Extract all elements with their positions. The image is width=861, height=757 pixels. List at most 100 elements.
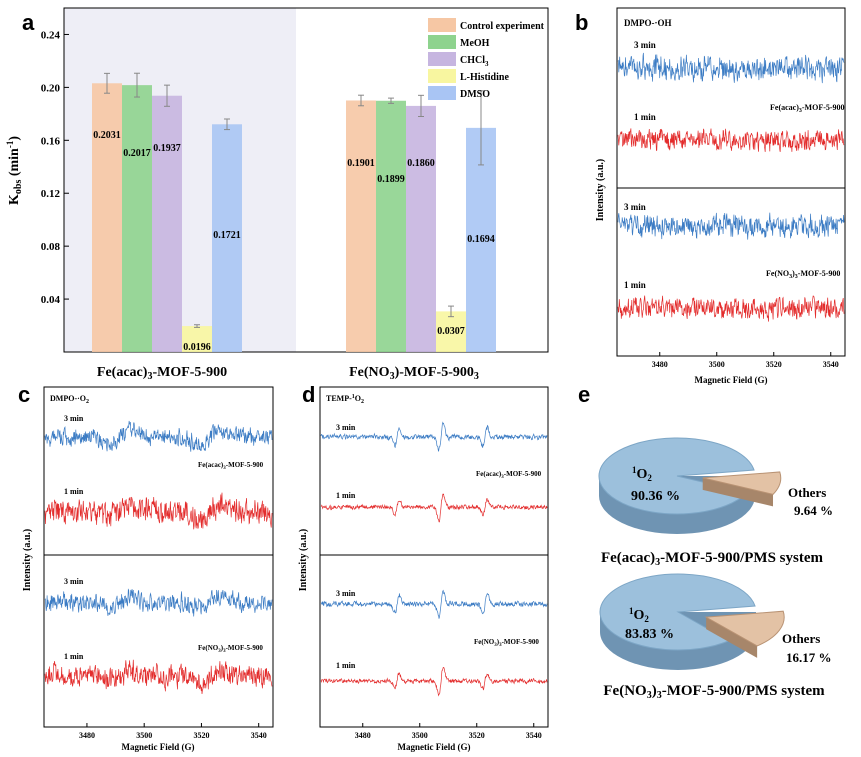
bar-value-label: 0.1694: [467, 234, 495, 245]
legend-swatch: [428, 52, 456, 66]
bar: [212, 124, 242, 352]
panel-e-pie-charts: e 1O2 90.36 % Others 9.64 % 1O2 83.83 % Others…: [578, 382, 833, 701]
epr-trace: [44, 588, 273, 617]
x-tick-label: 3480: [355, 731, 371, 740]
pie-slice-others-side: [706, 617, 758, 658]
pie-o2-value: 83.83 %: [625, 627, 674, 642]
c-trace-1min-a: 1 min: [64, 487, 84, 496]
epr-trace: [617, 295, 845, 322]
d-trace-1min-a: 1 min: [336, 491, 356, 500]
pie-others-value: 16.17 %: [786, 650, 832, 665]
b-trace-label-3min: 3 min: [634, 40, 656, 50]
y-tick-label: 0.08: [41, 241, 61, 253]
panel-e-letter: e: [578, 382, 590, 407]
pie-others-label: Others: [782, 631, 820, 646]
epr-trace: [617, 212, 845, 240]
b-frame-bottom: [616, 187, 846, 357]
legend-swatch: [428, 86, 456, 100]
panel-d-letter: d: [302, 382, 315, 407]
b-frame-top: [616, 7, 846, 189]
c-frame-top: [43, 386, 274, 556]
bar: [92, 83, 122, 352]
epr-trace: [44, 492, 273, 530]
c-sample-1: Fe(acac)3-MOF-5-900: [198, 461, 264, 471]
d-sample-2: Fe(NO3)3-MOF-5-900: [474, 638, 539, 648]
x-tick-label: 3540: [251, 731, 267, 740]
c-x-ticks: 3480 3500 3520 3540: [79, 723, 267, 740]
legend: Control experiment MeOH CHCl3 L-Histidine DM…: [428, 18, 545, 100]
epr-trace: [44, 659, 273, 695]
legend-swatch: [428, 18, 456, 32]
panel-b-epr: b DMPO-·OH 3 min 1 min Fe(acac)3-MOF-5-9…: [575, 7, 846, 385]
panel-c-epr: c DMPO-·O2 3 min 1 min Fe(acac)3-MOF-5-9…: [18, 382, 274, 752]
epr-trace: [320, 589, 548, 619]
bar: [436, 311, 466, 352]
x-category-label-1: Fe(acac)3-MOF-5-900: [97, 365, 227, 382]
x-tick-label: 3520: [766, 360, 782, 369]
c-y-axis-label: Intensity (a.u.): [22, 529, 33, 592]
bar-value-label: 0.1721: [213, 230, 241, 241]
bar-value-label: 0.0196: [183, 342, 211, 353]
y-axis-label: Kobs (min-1): [5, 136, 24, 205]
pie-slice-main: [598, 437, 755, 515]
y-tick-label: 0.12: [41, 188, 61, 200]
bar-value-label: 0.2031: [93, 130, 121, 141]
c-trace-3min-a: 3 min: [64, 414, 84, 423]
bar: [182, 326, 212, 352]
b-title: DMPO-·OH: [624, 18, 672, 28]
c-trace-3min-b: 3 min: [64, 577, 84, 586]
epr-trace: [617, 52, 845, 84]
legend-label: Control experiment: [460, 21, 545, 32]
panel-d-epr: d TEMP-1O2 3 min 1 min Fe(acac)3-MOF-5-9…: [298, 382, 549, 752]
bar-value-label: 0.0307: [437, 326, 465, 337]
x-tick-label: 3500: [709, 360, 725, 369]
c-sample-2: Fe(NO3)3-MOF-5-900: [198, 644, 263, 654]
pie-slice-others: [702, 471, 782, 495]
d-trace-3min-a: 3 min: [336, 423, 356, 432]
b-y-axis-label: Intensity (a.u.): [595, 159, 606, 222]
bar: [122, 85, 152, 353]
epr-trace: [617, 128, 845, 152]
d-x-ticks: 3480 3500 3520 3540: [355, 723, 542, 740]
c-title: DMPO-·O2: [50, 394, 89, 405]
bar-value-label: 0.2017: [123, 148, 151, 159]
legend-label: L-Histidine: [460, 72, 509, 83]
y-tick-label: 0.24: [41, 29, 61, 41]
pies-group: 1O2 90.36 % Others 9.64 % 1O2 83.83 % Others 16…: [598, 437, 833, 670]
epr-trace: [320, 667, 548, 697]
pie-1-system-label: Fe(acac)3-MOF-5-900/PMS system: [601, 550, 824, 568]
panel-b-letter: b: [575, 10, 588, 35]
b-sample-label-2: Fe(NO3)3-MOF-5-900: [766, 269, 840, 280]
d-trace-1min-b: 1 min: [336, 661, 356, 670]
y-tick-label: 0.04: [41, 294, 61, 306]
x-tick-label: 3540: [823, 360, 839, 369]
d-x-axis-label: Magnetic Field (G): [398, 742, 471, 752]
bar: [346, 100, 376, 352]
pie-o2-label: 1O2: [632, 465, 652, 483]
x-tick-label: 3500: [136, 731, 152, 740]
legend-swatch: [428, 69, 456, 83]
pie-slice-others: [704, 610, 785, 647]
b-x-axis-label: Magnetic Field (G): [695, 375, 768, 385]
y-tick-label: 0.16: [41, 135, 61, 147]
bar-value-label: 0.1901: [347, 158, 375, 169]
legend-swatch: [428, 35, 456, 49]
x-tick-label: 3480: [79, 731, 95, 740]
pie-others-value: 9.64 %: [794, 503, 833, 518]
epr-trace: [320, 493, 548, 523]
pie-o2-label: 1O2: [629, 606, 649, 624]
d-y-axis-label: Intensity (a.u.): [298, 529, 309, 592]
pie-slice-main: [599, 573, 756, 651]
d-frame-top: [319, 386, 549, 556]
b-sample-label-1: Fe(acac)3-MOF-5-900: [770, 103, 845, 114]
c-x-axis-label: Magnetic Field (G): [122, 742, 195, 752]
b-x-ticks: 3480 3500 3520 3540: [652, 352, 839, 369]
legend-label: CHCl3: [460, 55, 489, 68]
x-tick-label: 3520: [193, 731, 209, 740]
legend-label: DMSO: [460, 89, 490, 100]
d-frame-bottom: [319, 554, 549, 728]
c-trace-1min-b: 1 min: [64, 652, 84, 661]
pie-2-system-label: Fe(NO3)3-MOF-5-900/PMS system: [603, 683, 825, 701]
